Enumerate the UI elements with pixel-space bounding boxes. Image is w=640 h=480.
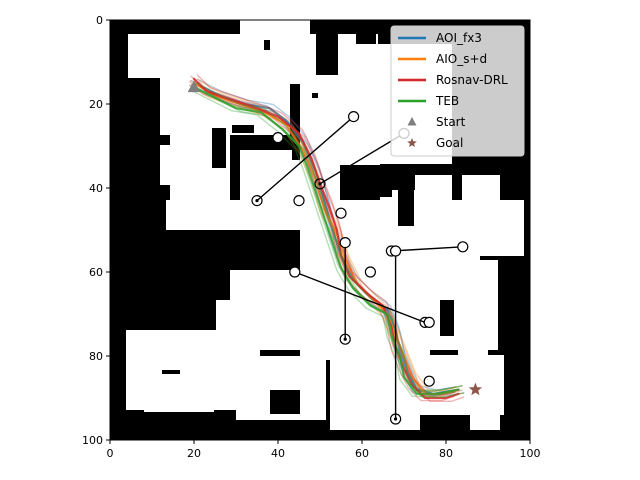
legend-label-AIO_s+d: AIO_s+d [436, 52, 487, 66]
series-run-AOI_fx3-3 [196, 78, 463, 391]
obstacle-end-7 [390, 413, 402, 425]
series-run-AIO_s+d-1 [198, 85, 465, 398]
series-run-Rosnav-DRL-4 [190, 75, 457, 397]
obstacle-circle-6 [457, 241, 469, 253]
x-tick-label-2: 40 [271, 447, 285, 460]
series-run-AIO_s+d-2 [189, 84, 456, 398]
series-line-TEB [192, 86, 460, 395]
legend-swatch-goal [407, 138, 417, 147]
series-run-AIO_s+d-3 [196, 78, 463, 391]
obstacle-circle-3 [293, 195, 305, 207]
legend-label-AOI_fx3: AOI_fx3 [436, 31, 482, 45]
series-run-TEB-2 [189, 89, 456, 398]
obstacle-end-0 [251, 195, 263, 207]
obstacle-arrowhead-5 [343, 337, 347, 341]
obstacle-path-0 [256, 116, 355, 202]
x-tick-label-3: 60 [355, 447, 369, 460]
marker-goal [468, 382, 483, 396]
obstacle-arrowhead-0 [255, 199, 259, 203]
obstacle-path-2 [319, 132, 405, 185]
x-tick-label-1: 20 [187, 447, 201, 460]
legend-swatch-start [407, 117, 417, 126]
x-tick-label-5: 100 [520, 447, 541, 460]
y-tick-label-4: 80 [89, 350, 103, 363]
series-line-Rosnav-DRL [192, 77, 460, 400]
series-run-TEB-1 [198, 89, 465, 398]
series-run-TEB-4 [190, 83, 457, 392]
x-tick-label-4: 80 [439, 447, 453, 460]
obstacle-circle-11 [423, 375, 435, 387]
legend: AOI_fx3 AIO_s+d Rosnav-DRL TEB Start Goal [390, 25, 525, 157]
y-tick-label-2: 40 [89, 182, 103, 195]
obstacle-arrowhead-2 [318, 182, 322, 186]
start-goal-layer [187, 80, 483, 396]
marker-start [187, 80, 201, 93]
obstacle-end-2 [314, 178, 326, 190]
series-run-Rosnav-DRL-1 [198, 81, 465, 403]
legend-label-start: Start [436, 115, 466, 129]
obstacle-circle-1 [272, 132, 284, 144]
map-free-space [126, 20, 524, 430]
legend-label-TEB: TEB [435, 94, 459, 108]
obstacle-circle-10 [423, 316, 435, 328]
obstacle-circle-4 [335, 207, 347, 219]
x-axis-ticks: 0 20 40 60 80 100 [107, 440, 541, 460]
y-tick-label-1: 20 [89, 98, 103, 111]
y-tick-label-0: 0 [96, 14, 103, 27]
obstacle-circle-0 [348, 110, 360, 123]
series-run-TEB-3 [196, 82, 463, 391]
y-axis-ticks: 0 20 40 60 80 100 [82, 14, 110, 447]
obstacle-circle-7 [390, 245, 402, 257]
axes-frame [109, 19, 531, 441]
obstacle-end-5 [339, 333, 351, 345]
obstacle-circle-9 [289, 266, 301, 278]
obstacle-arrowhead-7 [394, 417, 398, 421]
trajectory-layer [189, 74, 465, 403]
y-tick-label-5: 100 [82, 434, 103, 447]
series-run-Rosnav-DRL-3 [196, 74, 463, 395]
map-specks [150, 22, 462, 414]
y-tick-label-3: 60 [89, 266, 103, 279]
obstacle-path-6 [391, 246, 463, 252]
obstacle-circle-8 [364, 266, 376, 278]
legend-label-goal: Goal [436, 136, 463, 150]
obstacle-path-9 [294, 271, 426, 324]
x-tick-label-0: 0 [107, 447, 114, 460]
obstacle-circle-5 [339, 237, 351, 249]
legend-label-Rosnav-DRL: Rosnav-DRL [436, 73, 508, 87]
